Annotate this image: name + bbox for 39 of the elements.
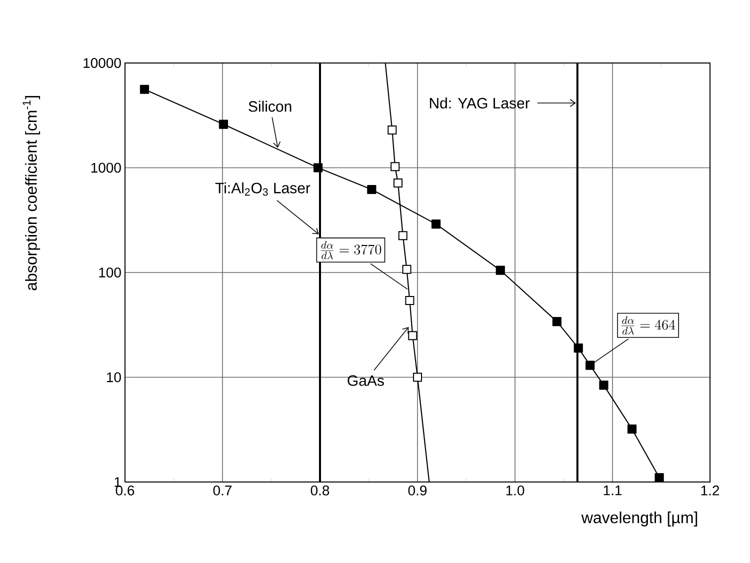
annotation: $\frac{d\alpha}{d\lambda}=464$	[622, 316, 676, 335]
point	[408, 331, 418, 340]
point	[654, 473, 664, 482]
annotation: $\frac{d\alpha}{d\lambda}=3770$	[320, 240, 382, 260]
point	[402, 264, 412, 274]
point	[314, 163, 323, 172]
y-axis-title: absorption coefficient [cm$^{-1}$]	[22, 96, 40, 290]
point	[599, 380, 608, 390]
point	[627, 424, 637, 434]
point	[398, 231, 408, 240]
point	[140, 84, 150, 94]
x-tick-label: 1.2	[701, 486, 720, 496]
x-tick-label: 1.1	[604, 486, 622, 496]
point	[552, 317, 562, 326]
annotation: Silicon	[248, 100, 292, 112]
x-tick-label: 0.8	[310, 486, 330, 496]
point	[496, 266, 505, 275]
point	[394, 178, 403, 188]
point	[574, 344, 583, 353]
x-axis-title: wavelength [µm]	[581, 512, 698, 526]
x-tick-label: 0.9	[408, 486, 427, 496]
x-tick-label: 0.7	[213, 486, 232, 496]
point	[413, 372, 422, 382]
point	[218, 120, 228, 129]
x-tick-label: 1.0	[506, 486, 524, 496]
point	[405, 296, 414, 306]
point	[367, 184, 376, 194]
point	[388, 126, 397, 135]
y-tick-label: 100	[99, 268, 121, 278]
y-tick-label: 10000	[84, 58, 121, 68]
ref-line-label: Nd: YAG Laser	[430, 97, 530, 108]
annotation: GaAs	[348, 375, 384, 386]
point	[390, 162, 400, 172]
y-tick-label: 1000	[91, 162, 121, 173]
point	[586, 360, 595, 370]
x-tick-label: 0.6	[116, 486, 134, 496]
y-tick-label: 10	[106, 372, 121, 382]
point	[431, 220, 441, 229]
annotation: Ti:Al$_{2}$O$_{3}$ Laser	[215, 182, 310, 196]
